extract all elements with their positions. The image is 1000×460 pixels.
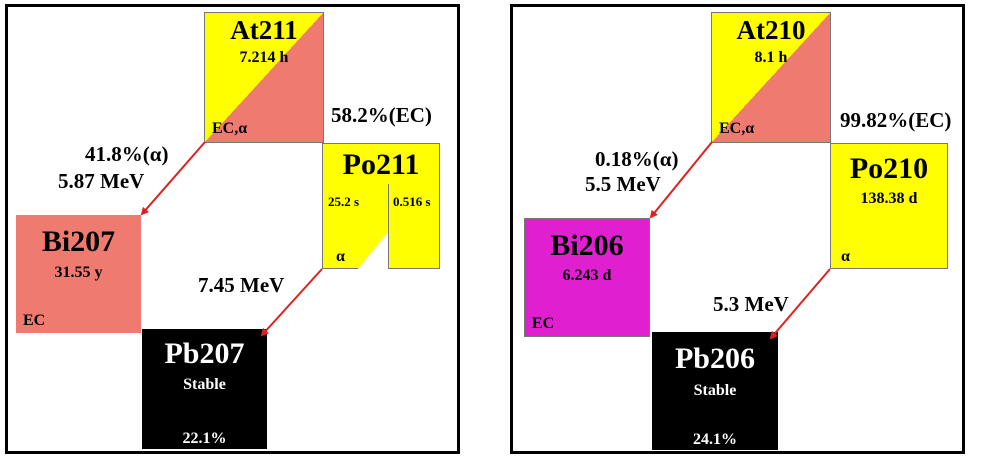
pb-abundance: 24.1%: [693, 431, 737, 448]
daughter-box-bi206: Bi206 6.243 d EC: [524, 218, 650, 337]
bi-name: Bi206: [550, 229, 624, 262]
pb-status: Stable: [183, 376, 226, 393]
decay-chain-panel-at210: At210 8.1 h EC,α 99.82%(EC) 0.18%(α) 5.5…: [510, 4, 965, 454]
po-half-life: 138.38 d: [860, 190, 918, 207]
po-white-corner: [358, 232, 388, 269]
final-box-pb207: Pb207 Stable 22.1%: [142, 329, 267, 449]
pb-name: Pb206: [674, 342, 755, 375]
parent-modes: EC,α: [719, 120, 755, 137]
bi-name: Bi207: [41, 225, 116, 258]
parent-box-at211: At211 7.214 h EC,α: [204, 12, 324, 143]
parent-half-life: 7.214 h: [239, 49, 289, 66]
final-box-pb206: Pb206 Stable 24.1%: [652, 332, 778, 450]
decay-chain-panel-at211: At211 7.214 h EC,α 58.2%(EC) 41.8%(α) 5.…: [5, 4, 460, 454]
alpha-energy-label: 5.87 MeV: [58, 169, 145, 193]
daughter-box-bi207: Bi207 31.55 y EC: [16, 215, 141, 333]
po-alpha-energy-label: 7.45 MeV: [198, 273, 285, 297]
bi-half-life: 6.243 d: [562, 267, 612, 284]
bi-mode: EC: [532, 315, 555, 332]
po-name: Po210: [849, 152, 929, 185]
bi-half-life: 31.55 y: [54, 264, 103, 281]
parent-half-life: 8.1 h: [754, 49, 788, 66]
po-divider: [388, 184, 389, 269]
po-half-life-isomer: 0.516 s: [393, 194, 431, 209]
daughter-box-po211: Po211 25.2 s 0.516 s α: [322, 143, 440, 269]
po-mode: α: [336, 248, 345, 265]
branch-ec-label: 58.2%(EC): [331, 103, 432, 127]
bi-mode: EC: [23, 312, 46, 329]
pb-name: Pb207: [164, 337, 245, 370]
branch-ec-label: 99.82%(EC): [840, 108, 952, 132]
pb-status: Stable: [693, 382, 737, 399]
branch-alpha-label: 41.8%(α): [85, 142, 169, 166]
alpha-energy-label: 5.5 MeV: [585, 172, 661, 196]
daughter-box-po210: Po210 138.38 d α: [830, 143, 948, 269]
parent-box-at210: At210 8.1 h EC,α: [711, 12, 831, 143]
branch-alpha-label: 0.18%(α): [595, 147, 679, 171]
parent-modes: EC,α: [212, 120, 248, 137]
parent-name: At210: [736, 15, 806, 45]
po-name: Po211: [342, 148, 420, 181]
po-mode: α: [841, 248, 850, 265]
pb-abundance: 22.1%: [182, 430, 227, 447]
parent-name: At211: [230, 15, 298, 45]
po-half-life-ground: 25.2 s: [328, 194, 360, 209]
po-alpha-energy-label: 5.3 MeV: [713, 292, 789, 316]
